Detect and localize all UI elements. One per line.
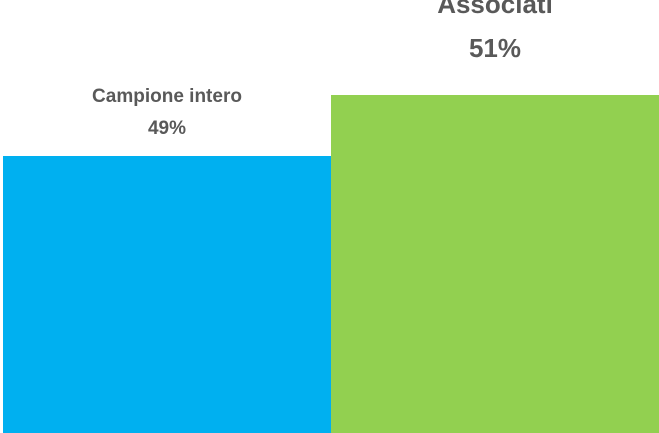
value-label-1: 49% [148, 118, 186, 139]
bar-2 [331, 95, 659, 433]
category-label-1: Campione intero [92, 86, 242, 107]
value-label-2: 51% [469, 33, 521, 63]
bar-1 [3, 156, 331, 433]
category-label-2: Associati [437, 0, 553, 19]
